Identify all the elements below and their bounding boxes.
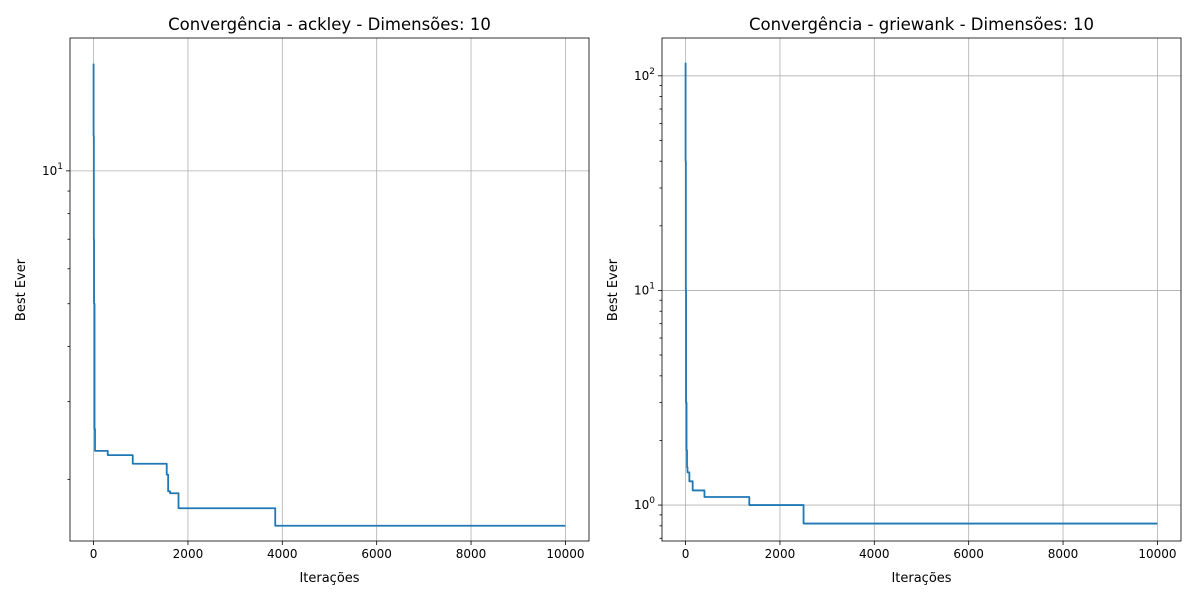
x-tick-label: 6000	[361, 547, 392, 561]
y-tick-base: 10	[634, 498, 649, 512]
y-tick-base: 10	[634, 69, 649, 83]
y-tick-label: 101	[634, 281, 655, 297]
chart-title: Convergência - griewank - Dimensões: 10	[749, 15, 1094, 34]
grid	[662, 38, 1181, 541]
y-tick-exponent: 1	[57, 162, 63, 172]
plot-frame	[69, 37, 590, 542]
y-tick-base: 10	[634, 283, 649, 297]
x-tick-label: 8000	[1048, 547, 1079, 561]
plot-frame	[661, 37, 1182, 542]
x-axis-label: Iterações	[299, 571, 359, 586]
x-tick-label: 10000	[546, 547, 584, 561]
y-tick-exponent: 2	[649, 67, 655, 77]
x-tick-label: 4000	[267, 547, 298, 561]
y-axis-label: Best Ever	[14, 258, 29, 321]
y-tick-exponent: 1	[649, 281, 655, 291]
y-tick-label: 101	[42, 162, 63, 178]
chart-griewank: Convergência - griewank - Dimensões: 10 …	[606, 15, 1182, 586]
chart-title: Convergência - ackley - Dimensões: 10	[168, 15, 491, 34]
grid	[70, 38, 589, 541]
x-tick-label: 0	[682, 547, 690, 561]
y-tick-exponent: 0	[649, 496, 655, 506]
x-tick-label: 6000	[953, 547, 984, 561]
chart-ackley: Convergência - ackley - Dimensões: 10 It…	[14, 15, 590, 586]
x-tick-label: 2000	[173, 547, 204, 561]
y-tick-label: 100	[634, 496, 655, 512]
y-tick-base: 10	[42, 164, 57, 178]
x-tick-label: 8000	[456, 547, 487, 561]
x-axis-label: Iterações	[891, 571, 951, 586]
x-tick-label: 2000	[765, 547, 796, 561]
x-tick-label: 10000	[1138, 547, 1176, 561]
y-axis-label: Best Ever	[606, 258, 621, 321]
series-line	[684, 62, 1158, 525]
x-tick-label: 4000	[859, 547, 890, 561]
y-tick-label: 102	[634, 67, 655, 83]
series-line	[92, 63, 566, 527]
x-tick-label: 0	[90, 547, 98, 561]
